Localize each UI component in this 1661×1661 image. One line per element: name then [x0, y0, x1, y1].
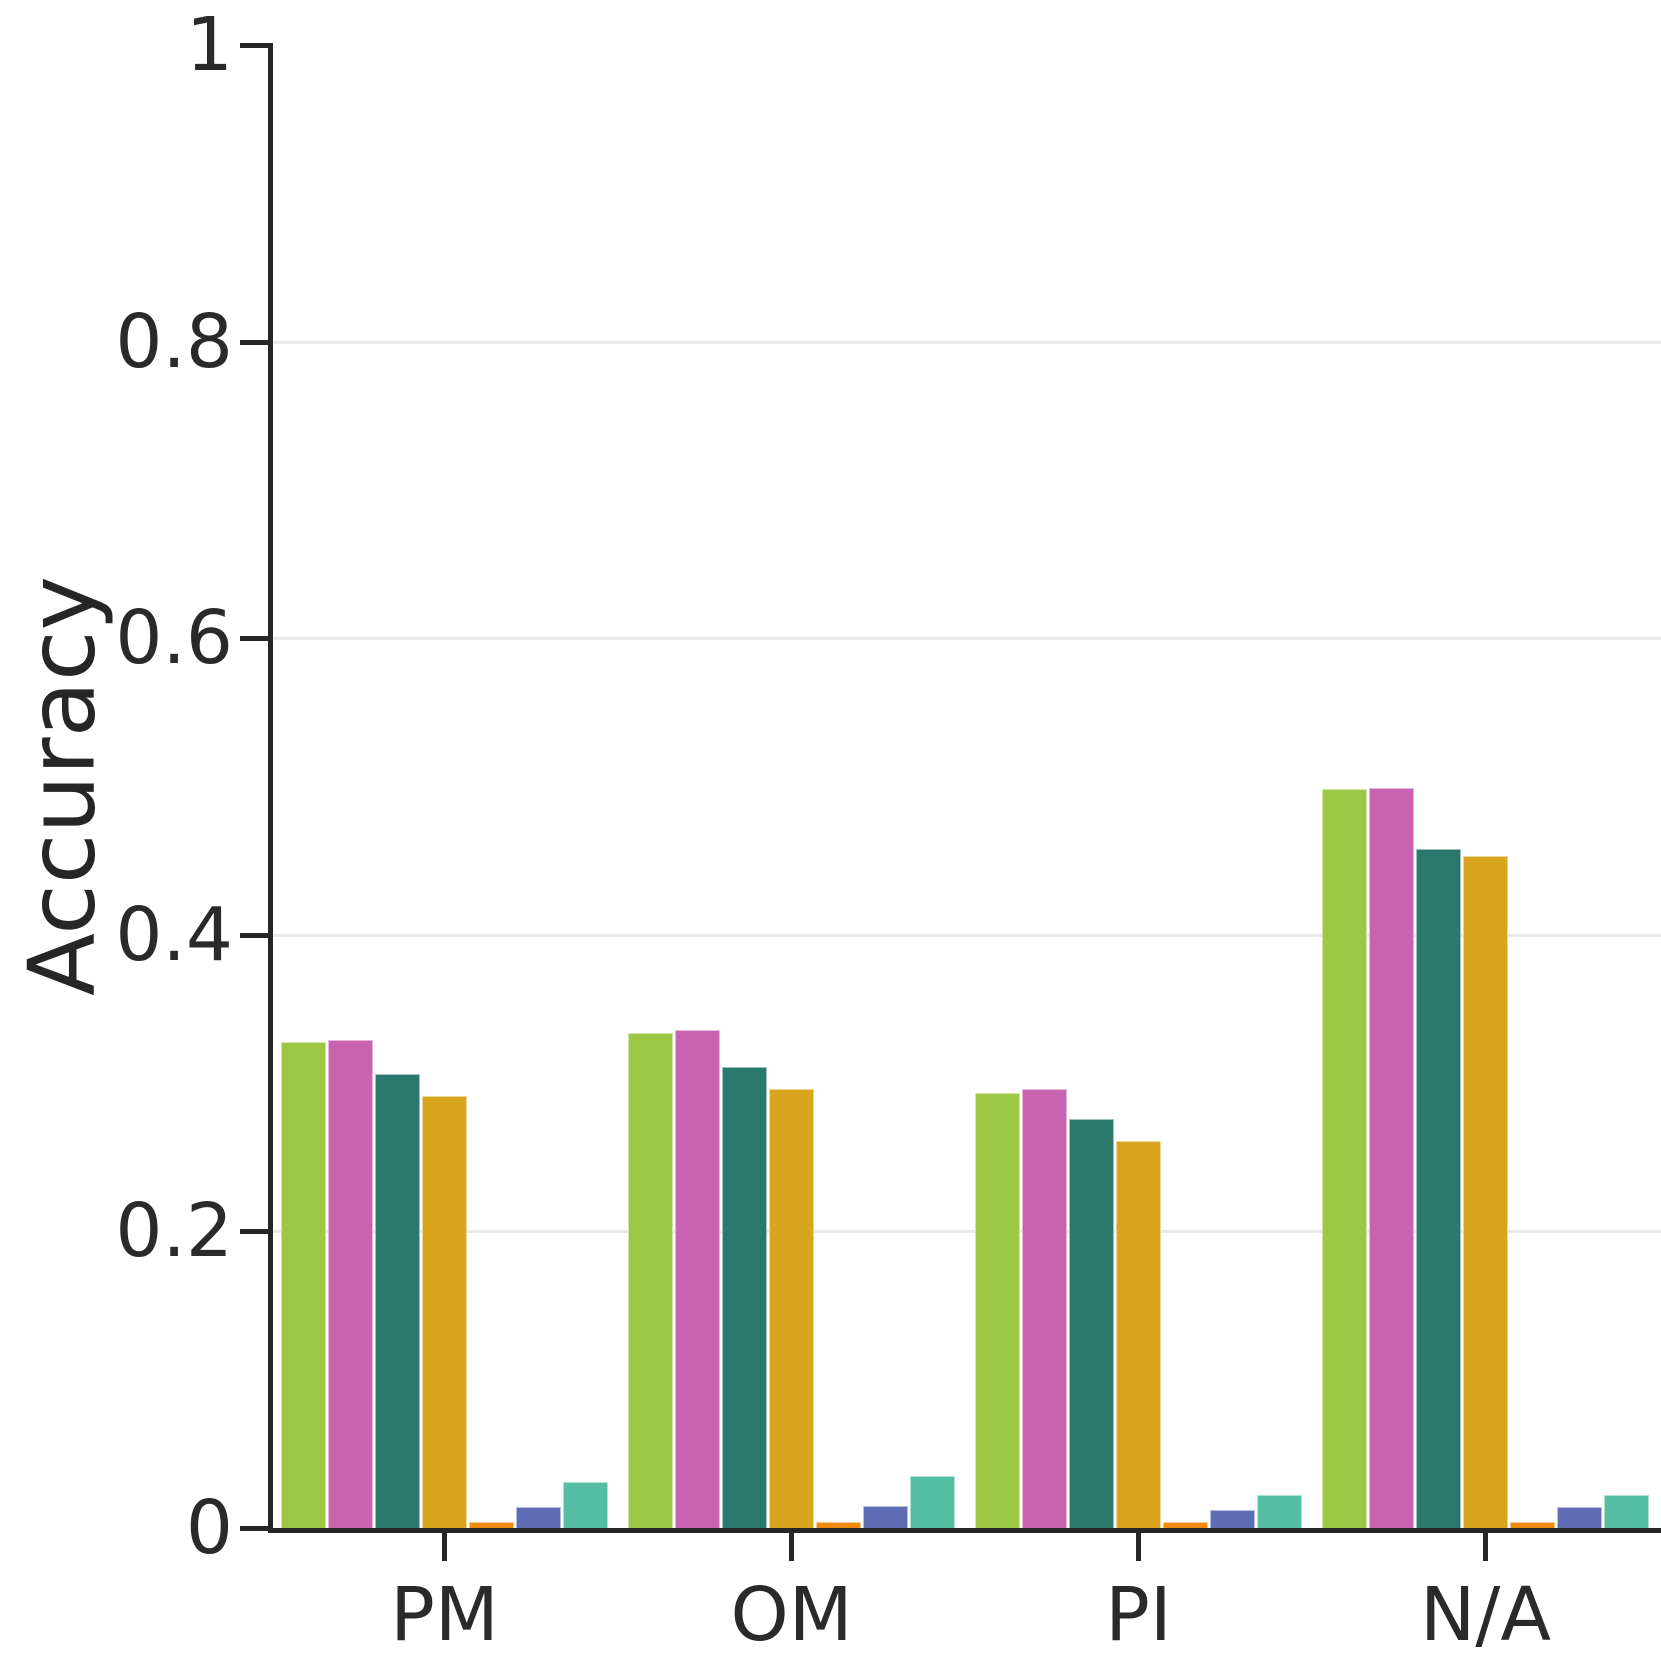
x-tick-PM [442, 1533, 447, 1561]
y-tick-0.8 [240, 339, 268, 345]
bar-PM-gold [422, 1096, 467, 1528]
bar-PI-slate-blue [1210, 1510, 1255, 1528]
gridline-0.6 [273, 637, 1661, 641]
bar-PI-gold [1116, 1140, 1161, 1528]
gridline-0.8 [273, 340, 1661, 344]
bar-NA-yellow-green [1322, 789, 1367, 1528]
y-tick-0 [240, 1526, 268, 1531]
y-tick-1 [240, 43, 268, 48]
bar-OM-teal [722, 1066, 767, 1528]
bar-OM-slate-blue [863, 1505, 908, 1528]
bar-PI-yellow-green [975, 1093, 1020, 1528]
x-tick-NA [1483, 1533, 1488, 1561]
x-tick-label-PI: PI [1105, 1572, 1172, 1658]
x-tick-PI [1136, 1533, 1141, 1561]
x-tick-OM [789, 1533, 794, 1561]
y-tick-label-1: 1 [185, 2, 233, 88]
gridline-0.2 [273, 1230, 1661, 1234]
bar-OM-gold [769, 1089, 814, 1528]
x-tick-label-OM: OM [730, 1572, 853, 1658]
bar-NA-orange [1510, 1522, 1555, 1528]
x-tick-label-NA: N/A [1420, 1572, 1551, 1658]
y-tick-label-0.8: 0.8 [115, 298, 233, 385]
y-tick-0.2 [240, 1229, 268, 1235]
y-tick-label-0: 0 [185, 1485, 233, 1571]
bar-NA-teal [1416, 848, 1461, 1528]
bar-PI-magenta [1022, 1089, 1067, 1528]
bar-NA-slate-blue [1557, 1507, 1602, 1528]
x-axis-spine [268, 1528, 1661, 1533]
bar-NA-mint [1604, 1495, 1649, 1528]
bar-PI-teal [1069, 1118, 1114, 1528]
y-tick-label-0.4: 0.4 [115, 891, 233, 978]
bar-PI-orange [1163, 1522, 1208, 1528]
bar-NA-magenta [1369, 787, 1414, 1528]
y-tick-0.6 [240, 636, 268, 642]
bar-PI-mint [1257, 1495, 1302, 1528]
bar-OM-magenta [675, 1029, 720, 1528]
y-tick-label-0.6: 0.6 [115, 595, 233, 682]
bar-OM-yellow-green [628, 1032, 673, 1528]
bar-PM-teal [375, 1074, 420, 1528]
gridline-0.4 [273, 933, 1661, 937]
bar-PM-magenta [328, 1040, 373, 1528]
bar-NA-gold [1463, 856, 1508, 1528]
bar-PM-slate-blue [516, 1507, 561, 1528]
bar-OM-mint [910, 1476, 955, 1528]
y-tick-0.4 [240, 932, 268, 938]
x-tick-label-PM: PM [390, 1572, 499, 1658]
bar-PM-yellow-green [281, 1041, 326, 1528]
bar-PM-mint [563, 1482, 608, 1528]
bar-OM-orange [816, 1522, 861, 1528]
y-axis-spine [268, 43, 273, 1533]
y-tick-label-0.2: 0.2 [115, 1188, 233, 1275]
bar-PM-orange [469, 1522, 514, 1528]
